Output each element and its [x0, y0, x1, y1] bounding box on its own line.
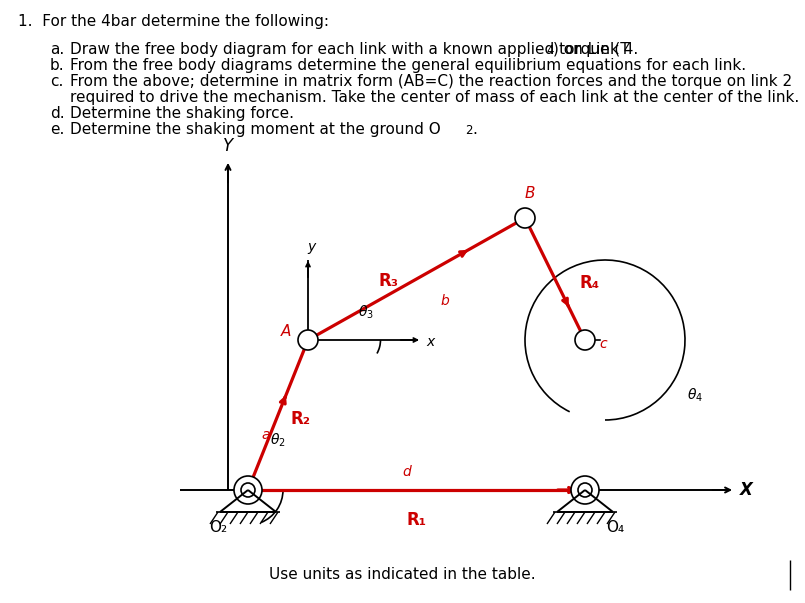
Text: ) on Link 4.: ) on Link 4. — [553, 42, 638, 57]
Text: b.: b. — [50, 58, 64, 73]
Text: a: a — [262, 428, 270, 442]
Text: O₂: O₂ — [209, 520, 227, 535]
Text: R₂: R₂ — [290, 410, 310, 428]
Text: X: X — [740, 481, 753, 499]
Text: Determine the shaking moment at the ground O: Determine the shaking moment at the grou… — [70, 122, 441, 137]
Text: d: d — [402, 465, 411, 479]
Text: B: B — [525, 186, 535, 201]
Text: x: x — [426, 335, 434, 349]
Text: R₄: R₄ — [580, 274, 600, 292]
Text: Y: Y — [223, 137, 233, 155]
Text: 1.  For the 4bar determine the following:: 1. For the 4bar determine the following: — [18, 14, 329, 29]
Text: 2: 2 — [465, 124, 473, 137]
Text: Determine the shaking force.: Determine the shaking force. — [70, 106, 294, 121]
Text: From the above; determine in matrix form (AB=C) the reaction forces and the torq: From the above; determine in matrix form… — [70, 74, 792, 89]
Text: From the free body diagrams determine the general equilibrium equations for each: From the free body diagrams determine th… — [70, 58, 746, 73]
Circle shape — [241, 483, 255, 497]
Circle shape — [298, 330, 318, 350]
Text: $\theta_2$: $\theta_2$ — [270, 431, 286, 449]
Text: A: A — [281, 324, 291, 339]
Text: $\theta_4$: $\theta_4$ — [687, 387, 703, 403]
Circle shape — [575, 330, 595, 350]
Text: Use units as indicated in the table.: Use units as indicated in the table. — [269, 567, 535, 582]
Text: y: y — [307, 240, 315, 254]
Text: c: c — [599, 337, 607, 351]
Circle shape — [234, 476, 262, 504]
Text: 4: 4 — [546, 44, 554, 57]
Text: required to drive the mechanism. Take the center of mass of each link at the cen: required to drive the mechanism. Take th… — [70, 90, 799, 105]
Text: Draw the free body diagram for each link with a known applied torque (T: Draw the free body diagram for each link… — [70, 42, 630, 57]
Text: d.: d. — [50, 106, 64, 121]
Text: O₄: O₄ — [606, 520, 624, 535]
Text: .: . — [472, 122, 477, 137]
Circle shape — [515, 208, 535, 228]
Text: c.: c. — [50, 74, 64, 89]
Text: b: b — [440, 294, 449, 308]
Circle shape — [571, 476, 599, 504]
Circle shape — [578, 483, 592, 497]
Text: $\theta_3$: $\theta_3$ — [358, 303, 374, 321]
Text: e.: e. — [50, 122, 64, 137]
Text: R₁: R₁ — [407, 511, 427, 529]
Text: R₃: R₃ — [378, 272, 398, 290]
Text: a.: a. — [50, 42, 64, 57]
